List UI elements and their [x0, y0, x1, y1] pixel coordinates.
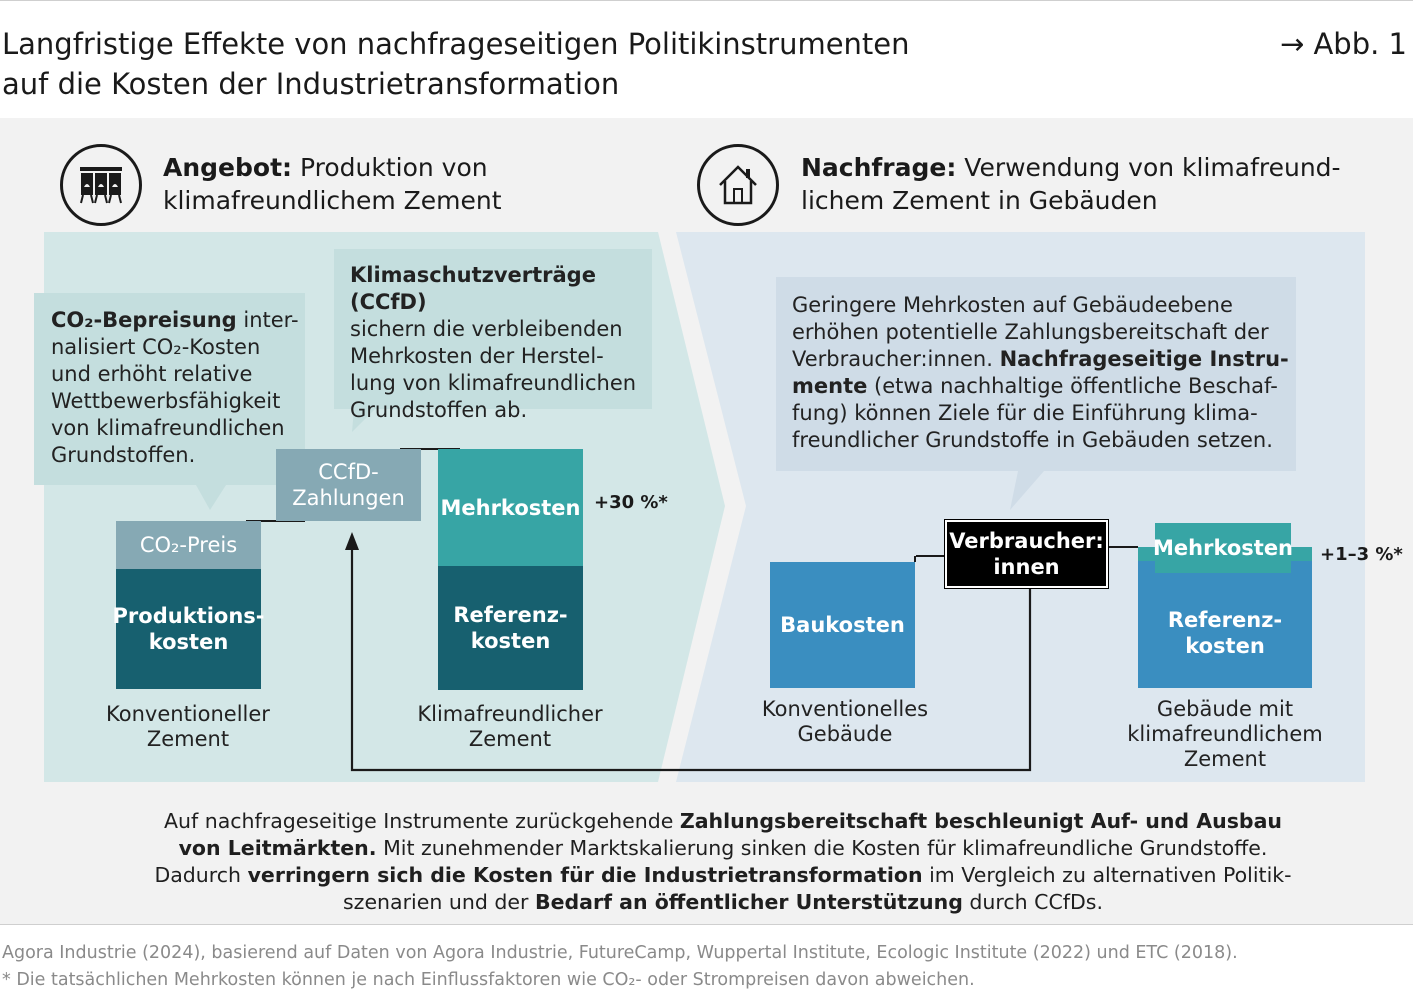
title-line-1: Langfristige Effekte von nachfrageseitig…	[2, 27, 910, 61]
label-conventional-cement: Konventioneller Zement	[106, 702, 270, 751]
figure-title: Langfristige Effekte von nachfrageseitig…	[2, 24, 1122, 104]
bottom-p2-plain: Mit zunehmender Marktskalierung sinken d…	[376, 836, 1268, 860]
bottom-p2-bold: von Leitmärkten.	[178, 836, 377, 860]
bottom-summary: Auf nachfrageseitige Instrumente zurückg…	[150, 808, 1296, 916]
co2-bubble-line4: Wettbewerbsfähigkeit	[51, 389, 281, 413]
ccfd-bubble-line3: Mehrkosten der Herstel-	[350, 344, 604, 368]
co2-bubble-line1: inter-	[236, 308, 299, 332]
bottom-p4-bold: Bedarf an öffentlicher Unterstützung	[534, 890, 963, 914]
co2-price-label: CO₂-Preis	[139, 533, 238, 557]
label-green-building: Gebäude mit klimafreundlichem Zement	[1127, 697, 1323, 771]
demand-heading-bold: Nachfrage:	[801, 153, 957, 182]
co2-bubble-bold: CO₂-Bepreisung	[51, 308, 237, 332]
bottom-p3-bold: verringern sich die Kosten für die Indus…	[247, 863, 923, 887]
production-costs-bar: Produktions- kosten	[113, 569, 264, 689]
demand-bubble-line6: freundlicher Grundstoffe in Gebäuden set…	[792, 428, 1273, 452]
demand-bubble-line4-rest: (etwa nachhaltige öffentliche Beschaf-	[867, 374, 1278, 398]
demand-bubble-text: Geringere Mehrkosten auf Gebäudeebene er…	[792, 292, 1292, 454]
top-rule	[0, 0, 1413, 1]
demand-extra-percent: +1–3 %*	[1320, 544, 1403, 565]
feedback-arrow-head	[345, 532, 359, 550]
title-line-2: auf die Kosten der Industrietransformati…	[2, 67, 620, 101]
bottom-p1-plain: Auf nachfrageseitige Instrumente zurückg…	[163, 809, 680, 833]
supply-reference-costs-bar: Referenz- kosten	[438, 566, 583, 690]
demand-bubble-line3-bold: Nachfrageseitige Instru-	[999, 347, 1289, 371]
bottom-p4-plain: szenarien und der	[343, 890, 535, 914]
supply-heading-bold: Angebot:	[163, 153, 293, 182]
co2-bubble-line3: und erhöht relative	[51, 362, 253, 386]
supply-reference-costs-label: Referenz- kosten	[453, 603, 568, 653]
label-green-cement: Klimafreundlicher Zement	[417, 702, 603, 751]
co2-bubble	[34, 293, 305, 510]
ccfd-bubble-text: Klimaschutzverträge (CCfD) sichern die v…	[350, 262, 650, 424]
co2-bubble-line6: Grundstoffen.	[51, 443, 196, 467]
demand-reference-costs-bar: Referenz- kosten	[1138, 561, 1312, 688]
demand-bubble-line2: erhöhen potentielle Zahlungsbereitschaft…	[792, 320, 1269, 344]
demand-extra-costs-label: Mehrkosten	[1153, 536, 1294, 560]
bottom-p4-rest: durch CCfDs.	[962, 890, 1103, 914]
source-line: Agora Industrie (2024), basierend auf Da…	[2, 943, 1238, 963]
factory-silos-icon	[60, 144, 142, 226]
co2-bubble-text: CO₂-Bepreisung inter- nalisiert CO₂-Kost…	[51, 307, 303, 469]
consumers-label: Verbraucher: innen	[949, 529, 1104, 579]
footnote-line: * Die tatsächlichen Mehrkosten können je…	[2, 970, 975, 990]
feedback-arrow-line	[350, 548, 1032, 772]
supply-heading-line2: klimafreundlichem Zement	[163, 186, 502, 215]
ccfd-bubble-bold: Klimaschutzverträge (CCfD)	[350, 263, 596, 314]
ccfd-bubble	[334, 249, 652, 432]
demand-heading-line2: lichem Zement in Gebäuden	[801, 186, 1158, 215]
ccfd-bubble-line2: sichern die verbleibenden	[350, 317, 623, 341]
demand-bubble-line5: fung) können Ziele für die Einführung kl…	[792, 401, 1258, 425]
co2-bubble-line5: von klimafreundlichen	[51, 416, 285, 440]
demand-bubble-line3-plain: Verbraucher:innen.	[792, 347, 1000, 371]
demand-heading-line1: Verwendung von klimafreund-	[956, 153, 1341, 182]
construction-costs-label: Baukosten	[780, 613, 905, 637]
ccfd-payments-bar: CCfD- Zahlungen	[276, 449, 421, 521]
production-costs-label: Produktions- kosten	[112, 604, 265, 654]
demand-bubble-line1: Geringere Mehrkosten auf Gebäudeebene	[792, 293, 1233, 317]
footer: Agora Industrie (2024), basierend auf Da…	[2, 940, 1402, 994]
demand-reference-costs-label: Referenz- kosten	[1167, 607, 1283, 658]
ccfd-bubble-line4: lung von klimafreundlichen	[350, 371, 637, 395]
house-icon	[697, 144, 779, 226]
supply-extra-percent: +30 %*	[594, 492, 668, 513]
supply-heading-line1: Produktion von	[292, 153, 488, 182]
construction-costs-bar: Baukosten	[770, 562, 915, 688]
ccfd-bubble-line5: Grundstoffen ab.	[350, 398, 528, 422]
bottom-p1-bold: Zahlungsbereitschaft beschleunigt Auf- u…	[679, 809, 1283, 833]
co2-price-bar: CO₂-Preis	[116, 521, 261, 569]
bottom-p3-rest: im Vergleich zu alternativen Politik-	[922, 863, 1292, 887]
figure-reference: → Abb. 1	[1279, 27, 1407, 61]
demand-extra-costs-bar: Mehrkosten	[1153, 523, 1294, 573]
demand-bubble-line4-bold: mente	[792, 374, 868, 398]
demand-heading: Nachfrage: Verwendung von klimafreund- l…	[801, 151, 1361, 217]
label-conventional-building: Konventionelles Gebäude	[761, 697, 929, 746]
supply-extra-costs-bar: Mehrkosten	[438, 449, 583, 566]
bottom-p3-plain: Dadurch	[154, 863, 248, 887]
supply-heading: Angebot: Produktion von klimafreundliche…	[163, 151, 633, 217]
supply-extra-costs-label: Mehrkosten	[440, 495, 581, 520]
consumers-box: Verbraucher: innen	[944, 519, 1109, 589]
footer-rule	[0, 924, 1413, 925]
co2-bubble-line2: nalisiert CO₂-Kosten	[51, 335, 261, 359]
ccfd-payments-label: CCfD- Zahlungen	[292, 460, 405, 510]
demand-bubble	[776, 277, 1296, 510]
